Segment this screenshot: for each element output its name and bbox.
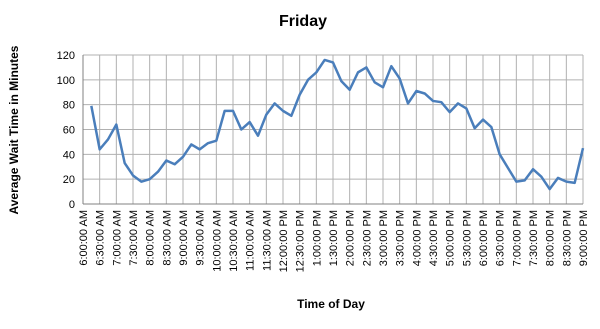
x-tick-label: 7:00:00 PM <box>511 210 523 266</box>
x-tick-label: 7:30:00 AM <box>128 210 140 266</box>
x-tick-label: 1:30:00 PM <box>328 210 340 266</box>
x-tick-label: 2:30:00 PM <box>361 210 373 266</box>
x-tick-label: 4:00:00 PM <box>411 210 423 266</box>
x-tick-label: 12:00:00 PM <box>278 210 290 272</box>
x-tick-label: 8:00:00 PM <box>545 210 557 266</box>
y-tick-label: 100 <box>57 75 75 87</box>
x-tick-label: 10:00:00 AM <box>211 210 223 272</box>
y-tick-label: 120 <box>57 50 75 62</box>
x-tick-label: 9:30:00 AM <box>195 210 207 266</box>
x-tick-label: 12:30:00 PM <box>295 210 307 272</box>
x-tick-label: 6:30:00 PM <box>495 210 507 266</box>
x-tick-label: 8:00:00 AM <box>145 210 157 266</box>
x-tick-label: 8:30:00 PM <box>561 210 573 266</box>
x-tick-label: 3:30:00 PM <box>395 210 407 266</box>
x-tick-label: 3:00:00 PM <box>378 210 390 266</box>
x-tick-label: 7:00:00 AM <box>111 210 123 266</box>
x-tick-label: 7:30:00 PM <box>528 210 540 266</box>
x-tick-label: 9:00:00 AM <box>178 210 190 266</box>
x-tick-label: 4:30:00 PM <box>428 210 440 266</box>
x-tick-label: 5:30:00 PM <box>461 210 473 266</box>
chart-title: Friday <box>279 13 327 30</box>
x-tick-label: 6:00:00 AM <box>78 210 90 266</box>
x-tick-label: 5:00:00 PM <box>445 210 457 266</box>
y-tick-label: 20 <box>63 174 75 186</box>
x-tick-label: 11:00:00 AM <box>245 210 257 271</box>
x-tick-label: 6:30:00 AM <box>95 210 107 266</box>
x-tick-label: 2:00:00 PM <box>345 210 357 266</box>
y-tick-label: 80 <box>63 100 75 112</box>
x-tick-label: 6:00:00 PM <box>478 210 490 266</box>
x-tick-label: 11:30:00 AM <box>261 210 273 271</box>
data-line <box>90 58 585 191</box>
y-axis-title: Average Wait Time in Minutes <box>7 45 21 214</box>
x-tick-label: 10:30:00 AM <box>228 210 240 272</box>
x-tick-label: 1:00:00 PM <box>311 210 323 266</box>
x-tick-label: 8:30:00 AM <box>161 210 173 266</box>
y-tick-label: 40 <box>63 149 75 161</box>
y-tick-label: 0 <box>69 199 75 211</box>
y-tick-label: 60 <box>63 125 75 137</box>
x-tick-label: 9:00:00 PM <box>578 210 590 266</box>
x-axis-title: Time of Day <box>297 297 365 311</box>
